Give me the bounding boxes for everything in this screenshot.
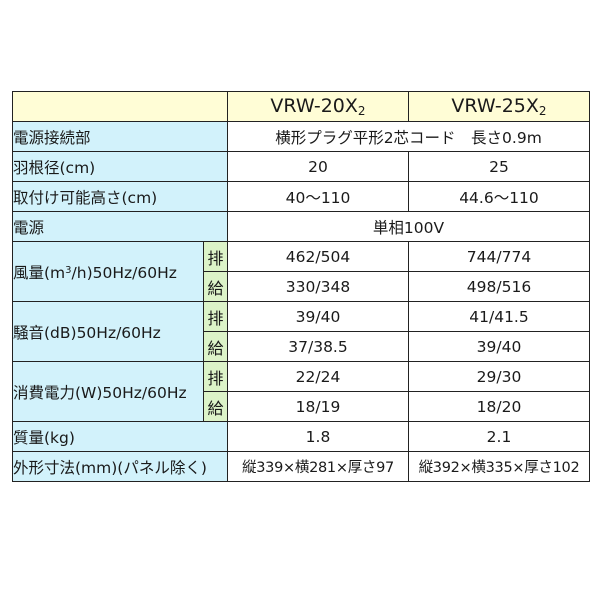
row-airflow-exhaust: 風量(m3/h)50Hz/60Hz 排 462/504 744/774	[12, 241, 590, 302]
sub-label-supply: 給	[203, 271, 228, 302]
row-value: 37/38.5	[227, 331, 409, 362]
row-label-consumption: 消費電力(W)50Hz/60Hz	[12, 361, 204, 422]
row-label: 電源接続部	[12, 121, 228, 152]
sub-label-supply: 給	[203, 391, 228, 422]
row-value: 22/24	[227, 361, 409, 392]
row-airflow-supply: 給 330/348 498/516	[13, 271, 590, 302]
row-value: 41/41.5	[408, 301, 590, 332]
model-header-1: VRW-20X2	[227, 91, 409, 122]
row-value: 1.8	[227, 421, 409, 452]
row-value: 25	[408, 151, 590, 182]
row-value: 横形プラグ平形2芯コード 長さ0.9m	[227, 121, 590, 152]
row-value: 44.6～110	[408, 181, 590, 212]
row-value: 498/516	[408, 271, 590, 302]
row-consumption-supply: 給 18/19 18/20	[13, 391, 590, 422]
row-consumption-exhaust: 消費電力(W)50Hz/60Hz 排 22/24 29/30	[12, 361, 590, 422]
corner-cell	[12, 91, 228, 122]
row-label: 質量(kg)	[12, 421, 228, 452]
row-value: 18/20	[408, 391, 590, 422]
row-label: 取付け可能高さ(cm)	[12, 181, 228, 212]
sub-label-exhaust: 排	[203, 301, 228, 332]
row-height: 取付け可能高さ(cm) 40～110 44.6～110	[12, 181, 590, 212]
row-value: 330/348	[227, 271, 409, 302]
row-value: 縦339×横281×厚さ97	[227, 451, 409, 482]
model-header-2: VRW-25X2	[408, 91, 590, 122]
sub-label-exhaust: 排	[203, 241, 228, 272]
row-label-noise: 騒音(dB)50Hz/60Hz	[12, 301, 204, 362]
row-value: 462/504	[227, 241, 409, 272]
row-value: 39/40	[408, 331, 590, 362]
row-mass: 質量(kg) 1.8 2.1	[12, 421, 590, 452]
row-value: 20	[227, 151, 409, 182]
sub-label-supply: 給	[203, 331, 228, 362]
row-label: 羽根径(cm)	[12, 151, 228, 182]
row-value: 単相100V	[227, 211, 590, 242]
row-noise-supply: 給 37/38.5 39/40	[13, 331, 590, 362]
row-value: 29/30	[408, 361, 590, 392]
row-value: 縦392×横335×厚さ102	[408, 451, 590, 482]
row-label-airflow: 風量(m3/h)50Hz/60Hz	[12, 241, 204, 302]
row-value: 39/40	[227, 301, 409, 332]
spec-table: VRW-20X2 VRW-25X2 電源接続部 横形プラグ平形2芯コード 長さ0…	[12, 91, 590, 482]
row-value: 40～110	[227, 181, 409, 212]
row-value: 744/774	[408, 241, 590, 272]
row-label: 電源	[12, 211, 228, 242]
row-blade: 羽根径(cm) 20 25	[12, 151, 590, 182]
row-label: 外形寸法(mm)(パネル除く)	[12, 451, 228, 482]
row-value: 18/19	[227, 391, 409, 422]
sub-label-exhaust: 排	[203, 361, 228, 392]
row-dimensions: 外形寸法(mm)(パネル除く) 縦339×横281×厚さ97 縦392×横335…	[12, 451, 590, 482]
row-power: 電源 単相100V	[12, 211, 590, 242]
row-value: 2.1	[408, 421, 590, 452]
header-row: VRW-20X2 VRW-25X2	[12, 91, 590, 122]
row-noise-exhaust: 騒音(dB)50Hz/60Hz 排 39/40 41/41.5	[12, 301, 590, 362]
row-connection: 電源接続部 横形プラグ平形2芯コード 長さ0.9m	[12, 121, 590, 152]
